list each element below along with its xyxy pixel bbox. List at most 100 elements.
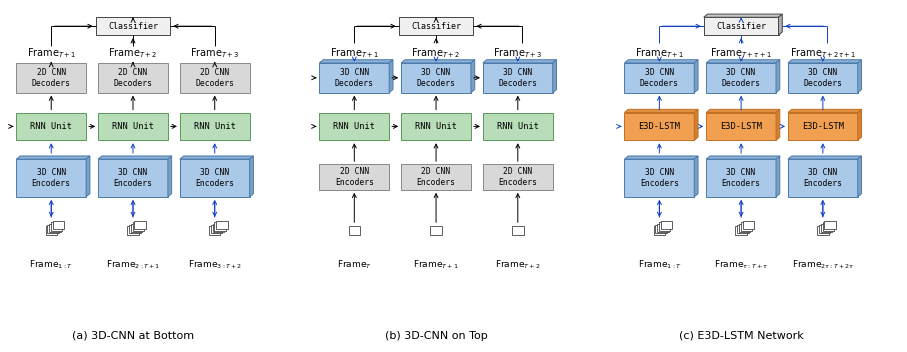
Text: RNN Unit: RNN Unit [333, 122, 375, 131]
Text: (c) E3D-LSTM Network: (c) E3D-LSTM Network [678, 331, 804, 341]
Text: E3D-LSTM: E3D-LSTM [720, 122, 762, 131]
Polygon shape [483, 60, 557, 63]
Text: RNN Unit: RNN Unit [30, 122, 73, 131]
Polygon shape [180, 156, 253, 159]
Bar [214, 222, 226, 231]
Bar [625, 113, 694, 140]
Polygon shape [389, 60, 393, 93]
Text: Classifier: Classifier [717, 22, 766, 31]
Bar [743, 221, 754, 230]
Text: 3D CNN
Encoders: 3D CNN Encoders [113, 168, 152, 188]
Bar [736, 226, 746, 234]
Polygon shape [168, 156, 171, 197]
Text: 3D CNN
Decoders: 3D CNN Decoders [498, 68, 537, 88]
Text: Frame$_{T+3}$: Frame$_{T+3}$ [190, 46, 239, 60]
Polygon shape [788, 156, 862, 159]
Bar [788, 113, 858, 140]
Bar [127, 226, 139, 234]
Bar [654, 226, 665, 234]
Text: 2D CNN
Decoders: 2D CNN Decoders [195, 68, 234, 88]
Bar [134, 221, 146, 230]
Text: Frame$_{T+1}$: Frame$_{T+1}$ [413, 258, 459, 271]
Bar [707, 159, 776, 197]
Bar [824, 221, 835, 230]
Bar [180, 159, 249, 197]
Polygon shape [694, 156, 698, 197]
Text: 3D CNN
Encoders: 3D CNN Encoders [195, 168, 234, 188]
Polygon shape [401, 60, 474, 63]
Bar [788, 159, 858, 197]
Text: 2D CNN
Encoders: 2D CNN Encoders [416, 167, 455, 187]
Bar [49, 224, 61, 232]
Text: 3D CNN
Decoders: 3D CNN Decoders [639, 68, 678, 88]
Bar [16, 113, 86, 140]
Text: Frame$_{T+3}$: Frame$_{T+3}$ [493, 46, 542, 60]
Bar [98, 159, 168, 197]
Text: 2D CNN
Encoders: 2D CNN Encoders [335, 167, 374, 187]
Bar [319, 164, 389, 190]
Bar [704, 17, 778, 35]
Text: 2D CNN
Decoders: 2D CNN Decoders [32, 68, 71, 88]
Bar [512, 226, 523, 234]
Polygon shape [776, 156, 780, 197]
Bar [483, 164, 552, 190]
Polygon shape [625, 109, 698, 113]
Polygon shape [98, 156, 171, 159]
Text: RNN Unit: RNN Unit [415, 122, 457, 131]
Bar [212, 224, 224, 232]
Text: Frame$_{T+2}$: Frame$_{T+2}$ [412, 46, 461, 60]
Polygon shape [858, 156, 862, 197]
Bar [788, 63, 858, 93]
Text: 2D CNN
Decoders: 2D CNN Decoders [113, 68, 152, 88]
Bar [821, 224, 833, 232]
Bar [656, 225, 667, 233]
Text: Frame$_{3:T+2}$: Frame$_{3:T+2}$ [188, 258, 242, 271]
Bar [129, 225, 141, 233]
Bar [209, 226, 220, 234]
Text: Classifier: Classifier [411, 22, 461, 31]
Text: E3D-LSTM: E3D-LSTM [802, 122, 844, 131]
Text: Classifier: Classifier [108, 22, 158, 31]
Polygon shape [707, 156, 780, 159]
Text: 3D CNN
Decoders: 3D CNN Decoders [335, 68, 374, 88]
Bar [661, 221, 672, 230]
Bar [739, 224, 750, 232]
Text: Frame$_{T+\tau+1}$: Frame$_{T+\tau+1}$ [710, 46, 772, 60]
Bar [483, 113, 552, 140]
Text: 3D CNN
Encoders: 3D CNN Encoders [722, 168, 761, 188]
Bar [180, 63, 249, 93]
Bar [819, 225, 831, 233]
Polygon shape [704, 14, 783, 17]
Text: 3D CNN
Encoders: 3D CNN Encoders [639, 168, 678, 188]
Text: 3D CNN
Decoders: 3D CNN Decoders [722, 68, 761, 88]
Bar [658, 224, 668, 232]
Polygon shape [776, 60, 780, 93]
Bar [98, 63, 168, 93]
Text: 3D CNN
Decoders: 3D CNN Decoders [416, 68, 455, 88]
Polygon shape [858, 60, 862, 93]
Bar [216, 221, 228, 230]
Bar [47, 225, 59, 233]
Bar [319, 113, 389, 140]
Bar [131, 224, 142, 232]
Polygon shape [625, 60, 698, 63]
Text: E3D-LSTM: E3D-LSTM [639, 122, 680, 131]
Text: Frame$_{\tau:T+\tau}$: Frame$_{\tau:T+\tau}$ [714, 258, 768, 271]
Text: Frame$_{1:T}$: Frame$_{1:T}$ [29, 258, 73, 271]
Text: Frame$_{T+2}$: Frame$_{T+2}$ [495, 258, 541, 271]
Text: (b) 3D-CNN on Top: (b) 3D-CNN on Top [385, 331, 487, 341]
Bar [401, 113, 471, 140]
Bar [180, 113, 249, 140]
Bar [95, 17, 171, 35]
Bar [401, 164, 471, 190]
Bar [132, 222, 144, 231]
Text: Frame$_{T+1}$: Frame$_{T+1}$ [26, 46, 76, 60]
Text: Frame$_{2\tau:T+2\tau}$: Frame$_{2\tau:T+2\tau}$ [792, 258, 854, 271]
Bar [741, 222, 752, 231]
Bar [823, 222, 834, 231]
Text: (a) 3D-CNN at Bottom: (a) 3D-CNN at Bottom [72, 331, 194, 341]
Polygon shape [858, 109, 862, 140]
Text: Frame$_{T}$: Frame$_{T}$ [336, 258, 372, 271]
Polygon shape [694, 60, 698, 93]
Polygon shape [471, 60, 474, 93]
